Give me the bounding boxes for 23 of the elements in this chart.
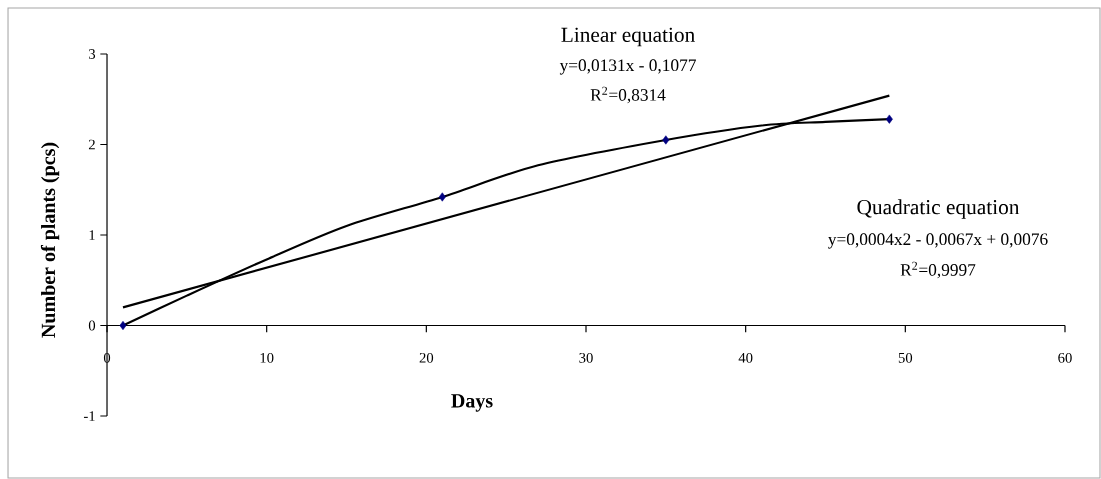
point	[438, 192, 446, 202]
x-tick-label: 50	[898, 352, 913, 363]
x-tick-label: 20	[419, 352, 434, 363]
annotation: y=0,0004x2 - 0,0067x + 0,0076	[828, 233, 1048, 249]
x-tick-label: 40	[738, 352, 753, 363]
point	[662, 135, 670, 145]
y-tick-label: -1	[83, 411, 95, 421]
point	[885, 114, 893, 124]
annotation: R$^{2}$=0,8314	[590, 86, 666, 104]
x-tick-label: 60	[1058, 352, 1072, 363]
x-axis-title: Days	[451, 394, 493, 412]
annotation: Quadratic equation	[857, 199, 1020, 219]
y-tick-label: 2	[88, 139, 95, 150]
text: Linear equation	[561, 27, 695, 47]
point	[119, 320, 127, 331]
x-tick-label: 10	[260, 352, 274, 363]
y-axis-title: Number of plants (pcs)	[40, 142, 60, 338]
y-tick-label: 1	[89, 230, 95, 240]
y-tick-label: 3	[89, 49, 96, 59]
annotation: R$^{2}$=0,9997	[900, 261, 976, 279]
x-tick-label: 30	[579, 352, 593, 363]
y-tick-label: 0	[88, 320, 96, 331]
annotation: y=0,0131x - 0,1077	[559, 59, 696, 75]
